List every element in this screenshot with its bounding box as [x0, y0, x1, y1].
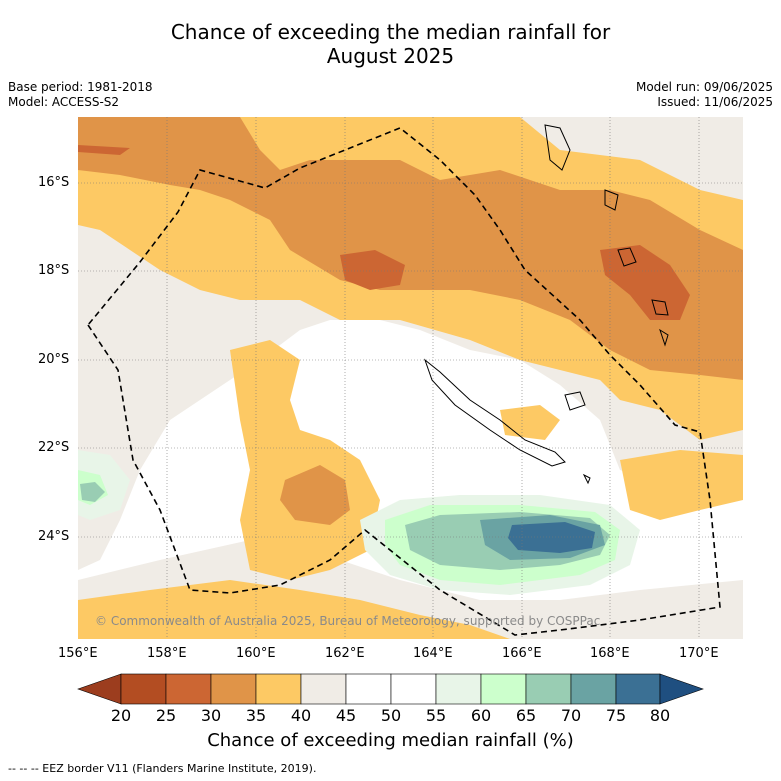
- colorbar-tick: 75: [605, 706, 627, 725]
- region-40-45-patch: [500, 405, 560, 440]
- lat-label: 22°S: [38, 440, 70, 455]
- lon-label: 162°E: [325, 646, 365, 661]
- lat-label: 24°S: [38, 529, 70, 544]
- region-35-40-blob: [280, 465, 350, 525]
- colorbar-extend-low: [77, 673, 122, 705]
- colorbar-tick: 60: [470, 706, 492, 725]
- lon-label: 164°E: [413, 646, 453, 661]
- colorbar-tick: 40: [290, 706, 312, 725]
- new-caledonia-outline: [423, 358, 566, 467]
- issued-date: Issued: 11/06/2025: [657, 95, 773, 109]
- colorbar-tick: 55: [425, 706, 447, 725]
- region-30-35: [340, 250, 405, 290]
- region-30-35-west: [78, 145, 130, 155]
- colorbar-tick: 35: [245, 706, 267, 725]
- model-name: Model: ACCESS-S2: [8, 95, 120, 109]
- region-35-40-north: [78, 117, 743, 380]
- lon-label: 166°E: [502, 646, 542, 661]
- lon-label: 168°E: [590, 646, 630, 661]
- vanuatu-outline-5: [659, 328, 669, 347]
- region-40-45-east: [620, 450, 743, 520]
- base-period: Base period: 1981-2018: [8, 80, 153, 94]
- graticule: [78, 117, 743, 639]
- colorbar-tick: 50: [380, 706, 402, 725]
- colorbar-tick: 30: [200, 706, 222, 725]
- colorbar-tick: 65: [515, 706, 537, 725]
- loyalty-islands: [564, 391, 586, 411]
- model-run: Model run: 09/06/2025: [635, 80, 773, 94]
- vanuatu-outline-3: [617, 247, 637, 267]
- colorbar-title: Chance of exceeding median rainfall (%): [207, 730, 574, 751]
- lon-label: 160°E: [236, 646, 276, 661]
- map-title-line2: August 2025: [326, 44, 455, 68]
- rainfall-field: [78, 117, 743, 639]
- colorbar-tick: 20: [110, 706, 132, 725]
- small-island: [582, 473, 591, 485]
- colorbar-tick: 25: [155, 706, 177, 725]
- vanuatu-outline-4: [651, 299, 669, 316]
- lon-label: 170°E: [679, 646, 719, 661]
- region-30-35-east: [600, 245, 690, 320]
- colorbar-tick: 70: [560, 706, 582, 725]
- vanuatu-outline-1: [544, 124, 571, 171]
- colorbar-tick: 45: [335, 706, 357, 725]
- lat-label: 20°S: [38, 352, 70, 367]
- lat-label: 18°S: [38, 263, 70, 278]
- eez-legend: -- -- -- EEZ border V11 (Flanders Marine…: [8, 762, 317, 775]
- region-40-45-south: [78, 580, 510, 639]
- coastlines: [423, 124, 669, 485]
- vanuatu-outline-2: [604, 189, 619, 211]
- colorbar: [77, 673, 704, 705]
- region-40-45-central: [230, 340, 380, 580]
- colorbar-extend-high: [659, 673, 704, 705]
- copyright-credit: © Commonwealth of Australia 2025, Bureau…: [95, 614, 601, 628]
- region-75-80: [508, 522, 595, 553]
- lon-label: 158°E: [147, 646, 187, 661]
- region-65-70-west: [80, 482, 105, 502]
- colorbar-tick: 80: [649, 706, 671, 725]
- lat-label: 16°S: [38, 175, 70, 190]
- map-title-line1: Chance of exceeding the median rainfall …: [170, 20, 611, 44]
- lon-label: 156°E: [58, 646, 98, 661]
